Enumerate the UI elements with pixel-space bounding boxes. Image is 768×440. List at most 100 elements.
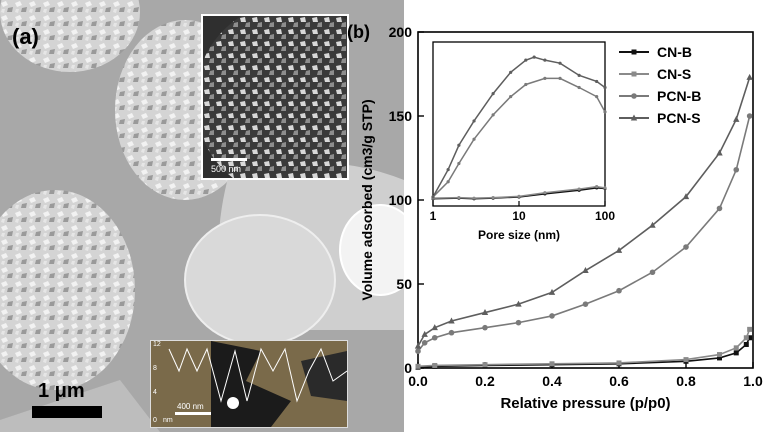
data-point-cn-s [616,360,622,366]
data-point-cn-b [743,341,749,347]
sem-image [203,16,347,178]
data-point-pcn-b [746,113,753,119]
inset-point-cn-s [603,186,607,190]
inset-point-cn-s [577,187,581,191]
tem-micrograph: (a) 500 nm 1 μm 12 8 4 0 nm 400 nm [0,0,404,432]
data-point-pcn-s [431,324,438,331]
inset-point-pcn-b [558,76,562,80]
data-point-pcn-b [582,301,589,307]
data-point-pcn-b [683,244,689,250]
data-point-pcn-b [515,319,522,326]
inset-plot [431,55,607,201]
x-tick-label-0: 0.0 [408,373,428,389]
data-point-pcn-b [448,329,455,336]
inset-point-pcn-s [558,61,562,65]
legend-label-cn-s: CN-S [657,66,691,82]
x-tick-label-2: 0.4 [542,373,562,389]
inset-point-pcn-b [446,180,450,184]
legend-label-pcn-s: PCN-S [657,110,701,126]
main-scale-label: 1 μm [38,380,85,402]
panel-a-label: (a) [12,24,39,49]
legend-marker-pcn-b [631,93,637,99]
inset-point-pcn-s [457,143,461,147]
data-point-pcn-b [649,269,656,276]
data-point-pcn-s [448,317,455,324]
data-point-cn-s [747,326,753,332]
inset-x-axis-label: Pore size (nm) [478,228,560,242]
inset-x-tick-label-1: 10 [512,209,526,223]
y-tick-label-3: 150 [389,108,413,124]
sem-scale-label: 500 nm [211,164,242,174]
data-point-pcn-b [421,340,428,346]
inset-point-pcn-s [524,58,528,62]
main-plot [414,73,753,370]
data-point-pcn-s [746,73,753,80]
inset-point-cn-s [491,195,495,200]
data-point-cn-s [683,357,689,363]
data-point-pcn-b [482,324,488,331]
inset-x-tick-label-0: 1 [430,209,437,223]
inset-point-pcn-b [509,95,513,99]
data-point-pcn-b [733,166,740,173]
main-axes: 0.0 0.2 0.4 0.6 0.8 1.0 0 50 100 150 200 Relative p… [359,24,763,412]
main-scale-bar [32,406,102,418]
afm-tick-4: 4 [153,389,157,396]
data-point-pcn-b [549,313,555,319]
y-axis-label: Volume adsorbed (cm3/g STP) [359,99,375,300]
sem-inset: 500 nm [201,14,349,180]
data-point-pcn-b [431,334,438,341]
data-point-cn-b [733,350,739,356]
data-point-pcn-s [615,246,623,253]
data-point-cn-s [717,352,722,358]
inset-point-pcn-b [543,76,547,80]
inset-series-line-pcn-b [432,77,606,198]
legend-label-pcn-b: PCN-B [657,88,701,104]
y-tick-label-0: 0 [404,360,412,376]
inset-x-tick-label-2: 100 [595,209,615,223]
series-line-pcn-b [417,115,751,352]
afm-tick-0: 0 [153,417,157,424]
data-point-pcn-b [616,287,622,294]
inset-point-cn-s [457,195,461,200]
series-line-cn-s [417,329,751,368]
legend-marker-cn-b [631,49,637,55]
series-cn-s [415,326,753,369]
data-point-pcn-b [415,348,421,355]
data-point-pcn-s [682,193,690,200]
legend-marker-pcn-s [630,114,638,121]
inset-point-pcn-s [595,79,599,84]
afm-unit: nm [163,417,173,424]
inset-point-cn-s [472,196,476,200]
afm-scale-label: 400 nm [177,402,204,411]
inset-point-pcn-s [472,119,476,123]
data-point-cn-s [432,362,438,368]
inset-point-cn-s [517,194,521,198]
inset-point-pcn-s [543,58,547,62]
data-point-pcn-s [481,309,489,316]
series-pcn-b [415,113,753,355]
inset-point-cn-s [543,191,547,195]
series-line-pcn-s [417,77,751,347]
data-point-pcn-s [582,267,589,274]
legend: CN-B CN-S PCN-B PCN-S [619,44,701,126]
inset-series-pcn-s [431,55,607,199]
panel-b-label: (b) [347,22,370,42]
afm-tick-12: 12 [153,341,161,348]
inset-point-pcn-s [431,195,435,199]
inset-axes: 1 10 100 Pore size (nm) [430,41,615,242]
y-tick-label-1: 50 [396,276,412,292]
inset-point-pcn-s [577,73,581,77]
data-point-cn-b [747,335,753,341]
afm-inset: 12 8 4 0 nm 400 nm [150,340,348,428]
x-tick-label-1: 0.2 [475,373,495,389]
data-point-pcn-s [649,221,656,228]
data-point-pcn-s [716,149,723,156]
x-tick-label-3: 0.6 [609,373,629,389]
inset-point-pcn-s [509,70,513,74]
data-point-pcn-s [733,115,740,122]
sem-scale-bar [211,158,247,161]
inset-point-pcn-s [532,55,536,59]
y-tick-label-4: 200 [389,24,413,40]
inset-point-cn-s [595,185,599,189]
x-tick-label-4: 0.8 [676,373,696,389]
